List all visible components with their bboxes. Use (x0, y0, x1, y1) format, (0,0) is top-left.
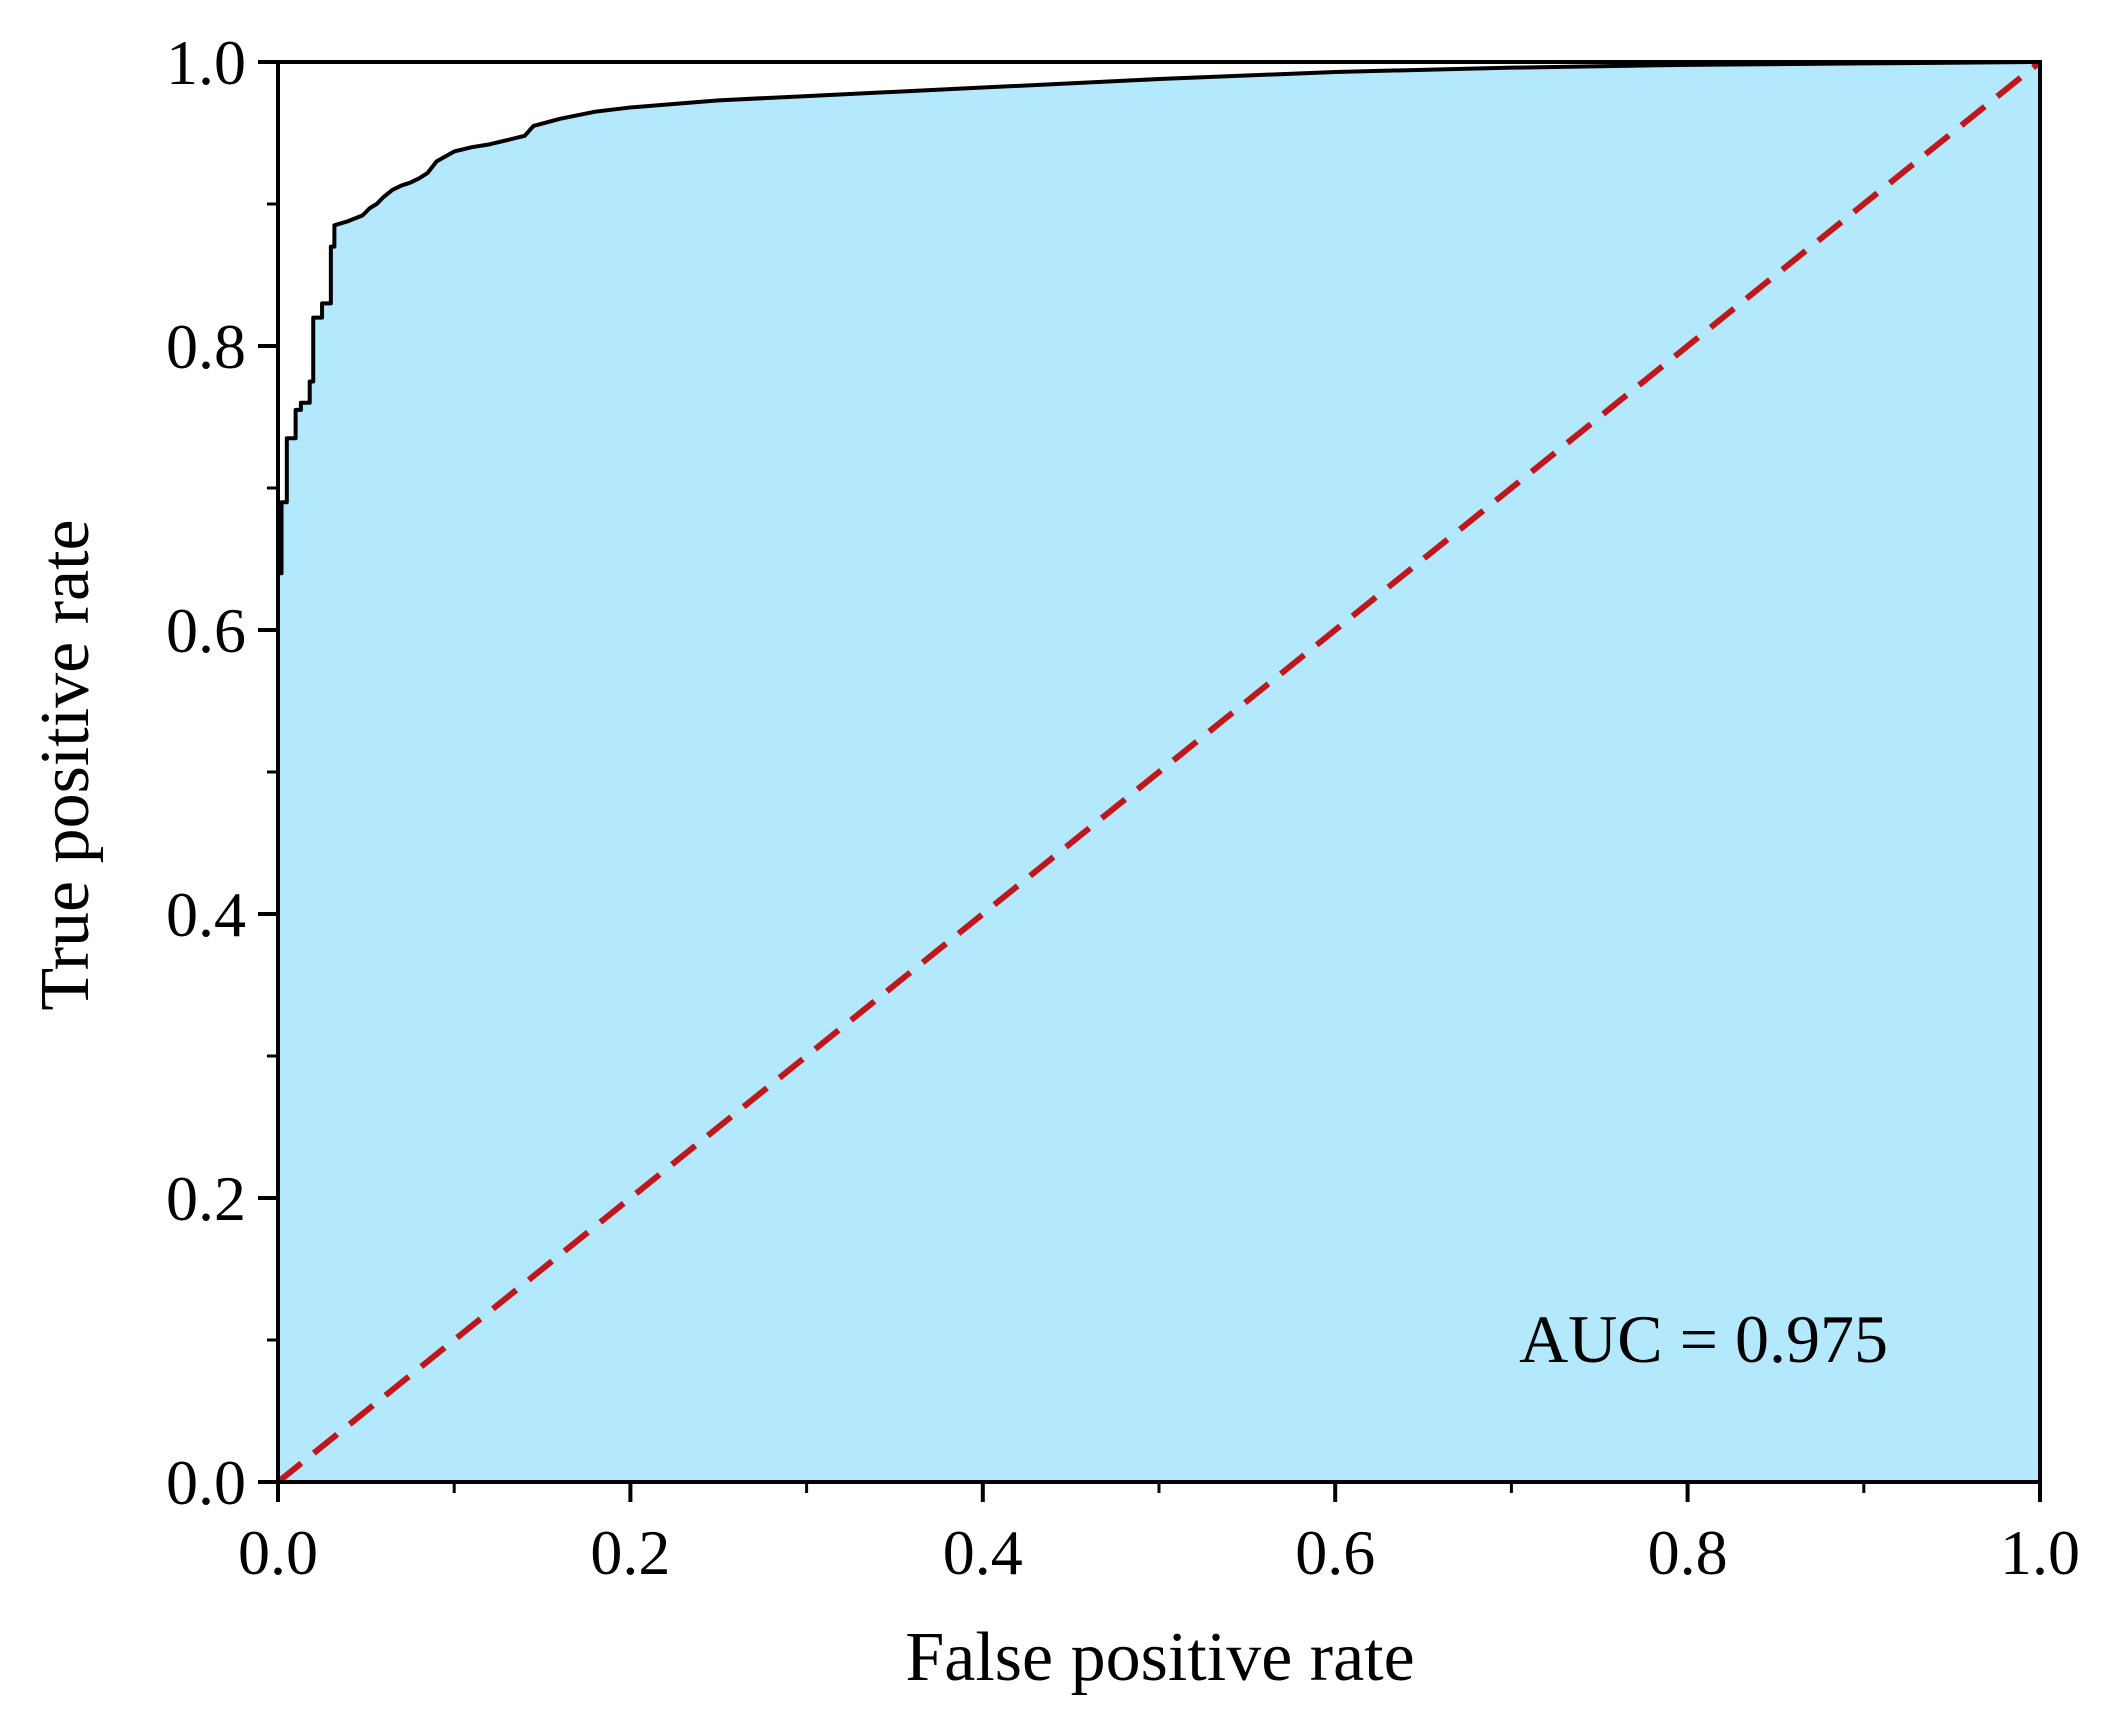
x-tick-label: 0.8 (1648, 1517, 1728, 1588)
x-tick-label: 0.6 (1295, 1517, 1375, 1588)
diagonal-reference-line (276, 59, 2042, 1485)
y-tick-label: 0.4 (166, 879, 246, 950)
plot-area (276, 59, 2042, 1485)
x-tick-label: 0.0 (238, 1517, 318, 1588)
y-tick-label: 0.0 (166, 1447, 246, 1518)
y-tick-label: 1.0 (166, 27, 246, 98)
x-axis-label: False positive rate (905, 1619, 1414, 1696)
auc-annotation: AUC = 0.975 (1519, 1301, 1888, 1377)
x-tick-label: 0.2 (590, 1517, 670, 1588)
y-tick-label: 0.6 (166, 595, 246, 666)
x-tick-label: 1.0 (2000, 1517, 2080, 1588)
roc-curve (276, 60, 2041, 1482)
x-tick-label: 0.4 (943, 1517, 1023, 1588)
y-tick-label: 0.2 (166, 1163, 246, 1234)
y-tick-label: 0.8 (166, 311, 246, 382)
axes: 0.0 0.2 0.4 0.6 0.8 1.0 0.0 0.2 0.4 0.6 0.8 1.0 (166, 27, 2080, 1588)
y-axis-label: True positive rate (27, 519, 104, 1010)
